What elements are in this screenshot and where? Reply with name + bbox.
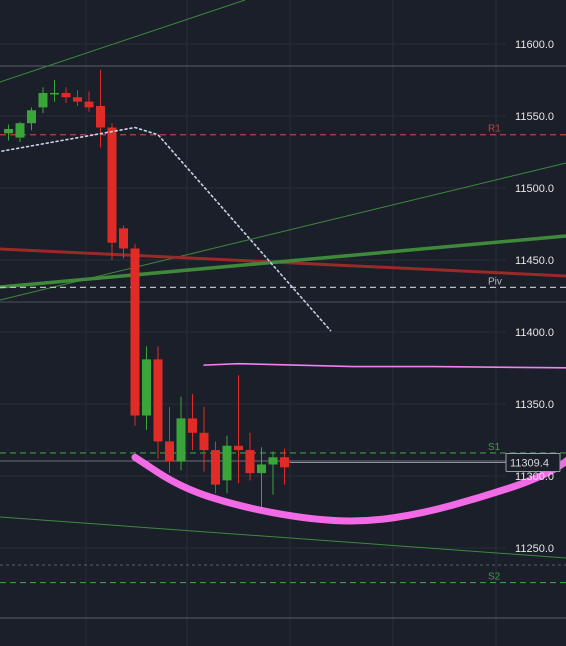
green-channel-line-bottom [0,516,566,559]
drawing-overlays [0,126,566,525]
candle-body [188,418,197,433]
candle [211,441,220,494]
candle-body [38,92,48,108]
candle [84,91,94,112]
y-tick-label: 11600.0 [515,39,554,51]
candle [234,375,243,484]
candle-body [119,228,128,249]
pink-horizontal-mark [203,362,566,369]
candle [280,448,289,485]
thick-green-trend-line [0,234,566,289]
level-label-r1: R1 [488,124,501,135]
y-tick-label: 11550.0 [515,111,554,123]
candle [107,123,117,260]
candle [50,80,59,102]
last-price-marker: 11309.4 [289,452,561,472]
candle-body [15,123,25,138]
candle-body [211,450,220,485]
candle [188,393,197,451]
candle-body [222,445,232,481]
pink-hand-drawn-curve [131,453,566,525]
y-tick-label: 11450.0 [515,255,554,267]
candle-body [280,457,289,468]
candle [38,87,48,114]
candle [222,435,232,494]
candle [142,346,151,430]
candle-body [257,464,266,474]
candle [96,69,105,148]
candle [27,107,36,131]
drawn-trend-lines [0,0,566,559]
candle [176,396,186,471]
y-axis: 11600.0 11550.0 11500.0 11450.0 11400.0 11350… [515,39,554,555]
candle-body [107,127,117,243]
level-label-s1: S1 [488,442,501,453]
y-tick-label: 11250.0 [515,543,554,555]
last-price-box [505,452,561,472]
last-price-label: 11309.4 [510,457,549,469]
candle [73,90,82,106]
candle-body [245,450,255,474]
candle [268,451,278,495]
candle-body [130,248,140,416]
candle-body [268,457,278,465]
candle-series [4,69,289,510]
y-tick-label: 11500.0 [515,183,554,195]
candle-body [234,445,243,451]
candle-body [84,101,94,108]
candle-body [96,105,105,128]
pivot-levels: R1 Piv S1 S2 [0,124,566,584]
candle [165,406,174,474]
candle-body [73,97,82,102]
y-tick-label: 11350.0 [515,399,554,411]
level-label-s2: S2 [488,572,501,583]
y-tick-label: 11300.0 [515,471,554,483]
candle [130,244,140,426]
candle [245,432,255,481]
candle-body [50,92,59,95]
level-label-piv: Piv [488,276,502,287]
green-channel-line-top [0,0,246,83]
candle [119,225,128,259]
candle-body [165,441,174,462]
candle-body [199,432,209,451]
candle [61,87,71,104]
candle [4,124,13,141]
candle-body [27,110,36,124]
candle-body [142,359,151,416]
candle [199,406,209,472]
candle-body [61,92,71,98]
candle-body [153,359,163,442]
candle [15,121,25,142]
candle-body [176,418,186,462]
candle [257,447,266,510]
candle [153,346,163,459]
candle-body [4,128,13,134]
white-dotted-trend [0,126,332,332]
y-tick-label: 11400.0 [515,327,554,339]
